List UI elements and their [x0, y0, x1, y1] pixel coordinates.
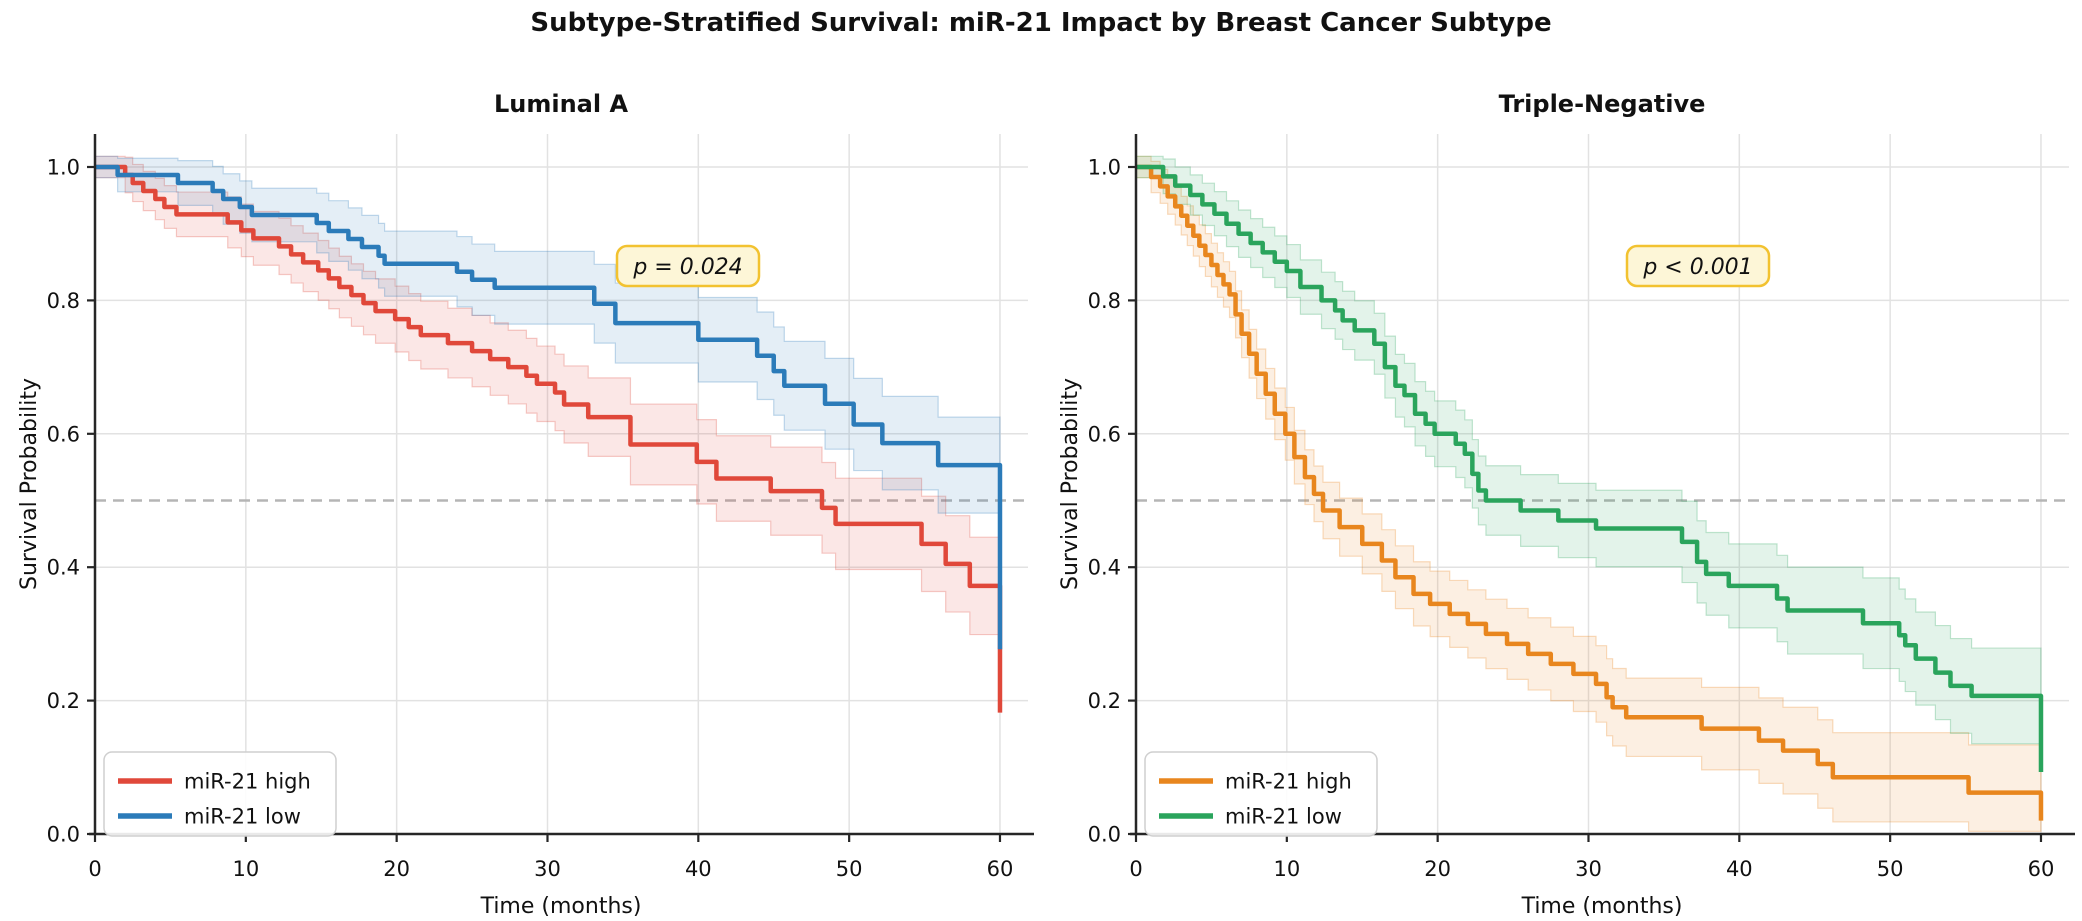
x-tick-label: 40 [685, 857, 712, 881]
x-tick-label: 0 [88, 857, 101, 881]
x-tick-label: 60 [987, 857, 1014, 881]
x-tick-label: 20 [383, 857, 410, 881]
survival-curve-low [1136, 164, 2044, 772]
x-tick-label: 0 [1129, 857, 1142, 881]
y-tick-label: 0.0 [1088, 823, 1121, 847]
y-tick-label: 0.8 [1088, 289, 1121, 313]
x-tick-label: 40 [1726, 857, 1753, 881]
x-tick-label: 50 [836, 857, 863, 881]
survival-curve-high [95, 164, 1003, 713]
p-value-badge [615, 244, 761, 288]
y-tick-label: 0.2 [1088, 689, 1121, 713]
y-tick-label: 0.6 [1088, 422, 1121, 446]
y-tick-label: 1.0 [47, 156, 80, 180]
figure-title: Subtype-Stratified Survival: miR-21 Impa… [530, 8, 1552, 38]
y-tick-label: 0.6 [47, 422, 80, 446]
panel-title: Triple-Negative [1499, 90, 1706, 118]
x-tick-label: 50 [1877, 857, 1904, 881]
x-tick-label: 10 [232, 857, 259, 881]
p-value-text: p = 0.024 [632, 255, 742, 280]
y-axis-label: Survival Probability [17, 378, 42, 590]
legend-label-high: miR-21 high [1225, 770, 1352, 794]
y-tick-label: 1.0 [1088, 156, 1121, 180]
legend-label-low: miR-21 low [184, 805, 301, 829]
x-tick-label: 30 [1575, 857, 1602, 881]
y-tick-label: 0.4 [47, 556, 80, 580]
panel-title: Luminal A [494, 90, 628, 118]
x-tick-label: 30 [534, 857, 561, 881]
y-tick-label: 0.0 [47, 823, 80, 847]
x-axis-label: Time (months) [480, 894, 642, 919]
legend-label-low: miR-21 low [1225, 805, 1342, 829]
p-value-badge [1625, 244, 1771, 288]
y-tick-label: 0.4 [1088, 556, 1121, 580]
x-axis-label: Time (months) [1521, 894, 1683, 919]
x-tick-label: 10 [1273, 857, 1300, 881]
y-axis-label: Survival Probability [1058, 378, 1083, 590]
x-tick-label: 20 [1424, 857, 1451, 881]
y-tick-label: 0.2 [47, 689, 80, 713]
y-tick-label: 0.8 [47, 289, 80, 313]
triple-negative-survival-chart: 0 10 20 30 40 50 60 0.0 0.2 0.4 0.6 0.8 1.0 Time (mon… [1058, 90, 2075, 919]
survival-curve-high [1136, 164, 2044, 821]
legend-label-high: miR-21 high [184, 770, 311, 794]
luminal-a-survival-chart: 0 10 20 30 40 50 60 0.0 0.2 0.4 0.6 0.8 1.0 Time (mon… [17, 90, 1034, 919]
survival-curve-low [95, 164, 1003, 650]
p-value-text: p < 0.001 [1642, 255, 1752, 280]
x-tick-label: 60 [2028, 857, 2055, 881]
